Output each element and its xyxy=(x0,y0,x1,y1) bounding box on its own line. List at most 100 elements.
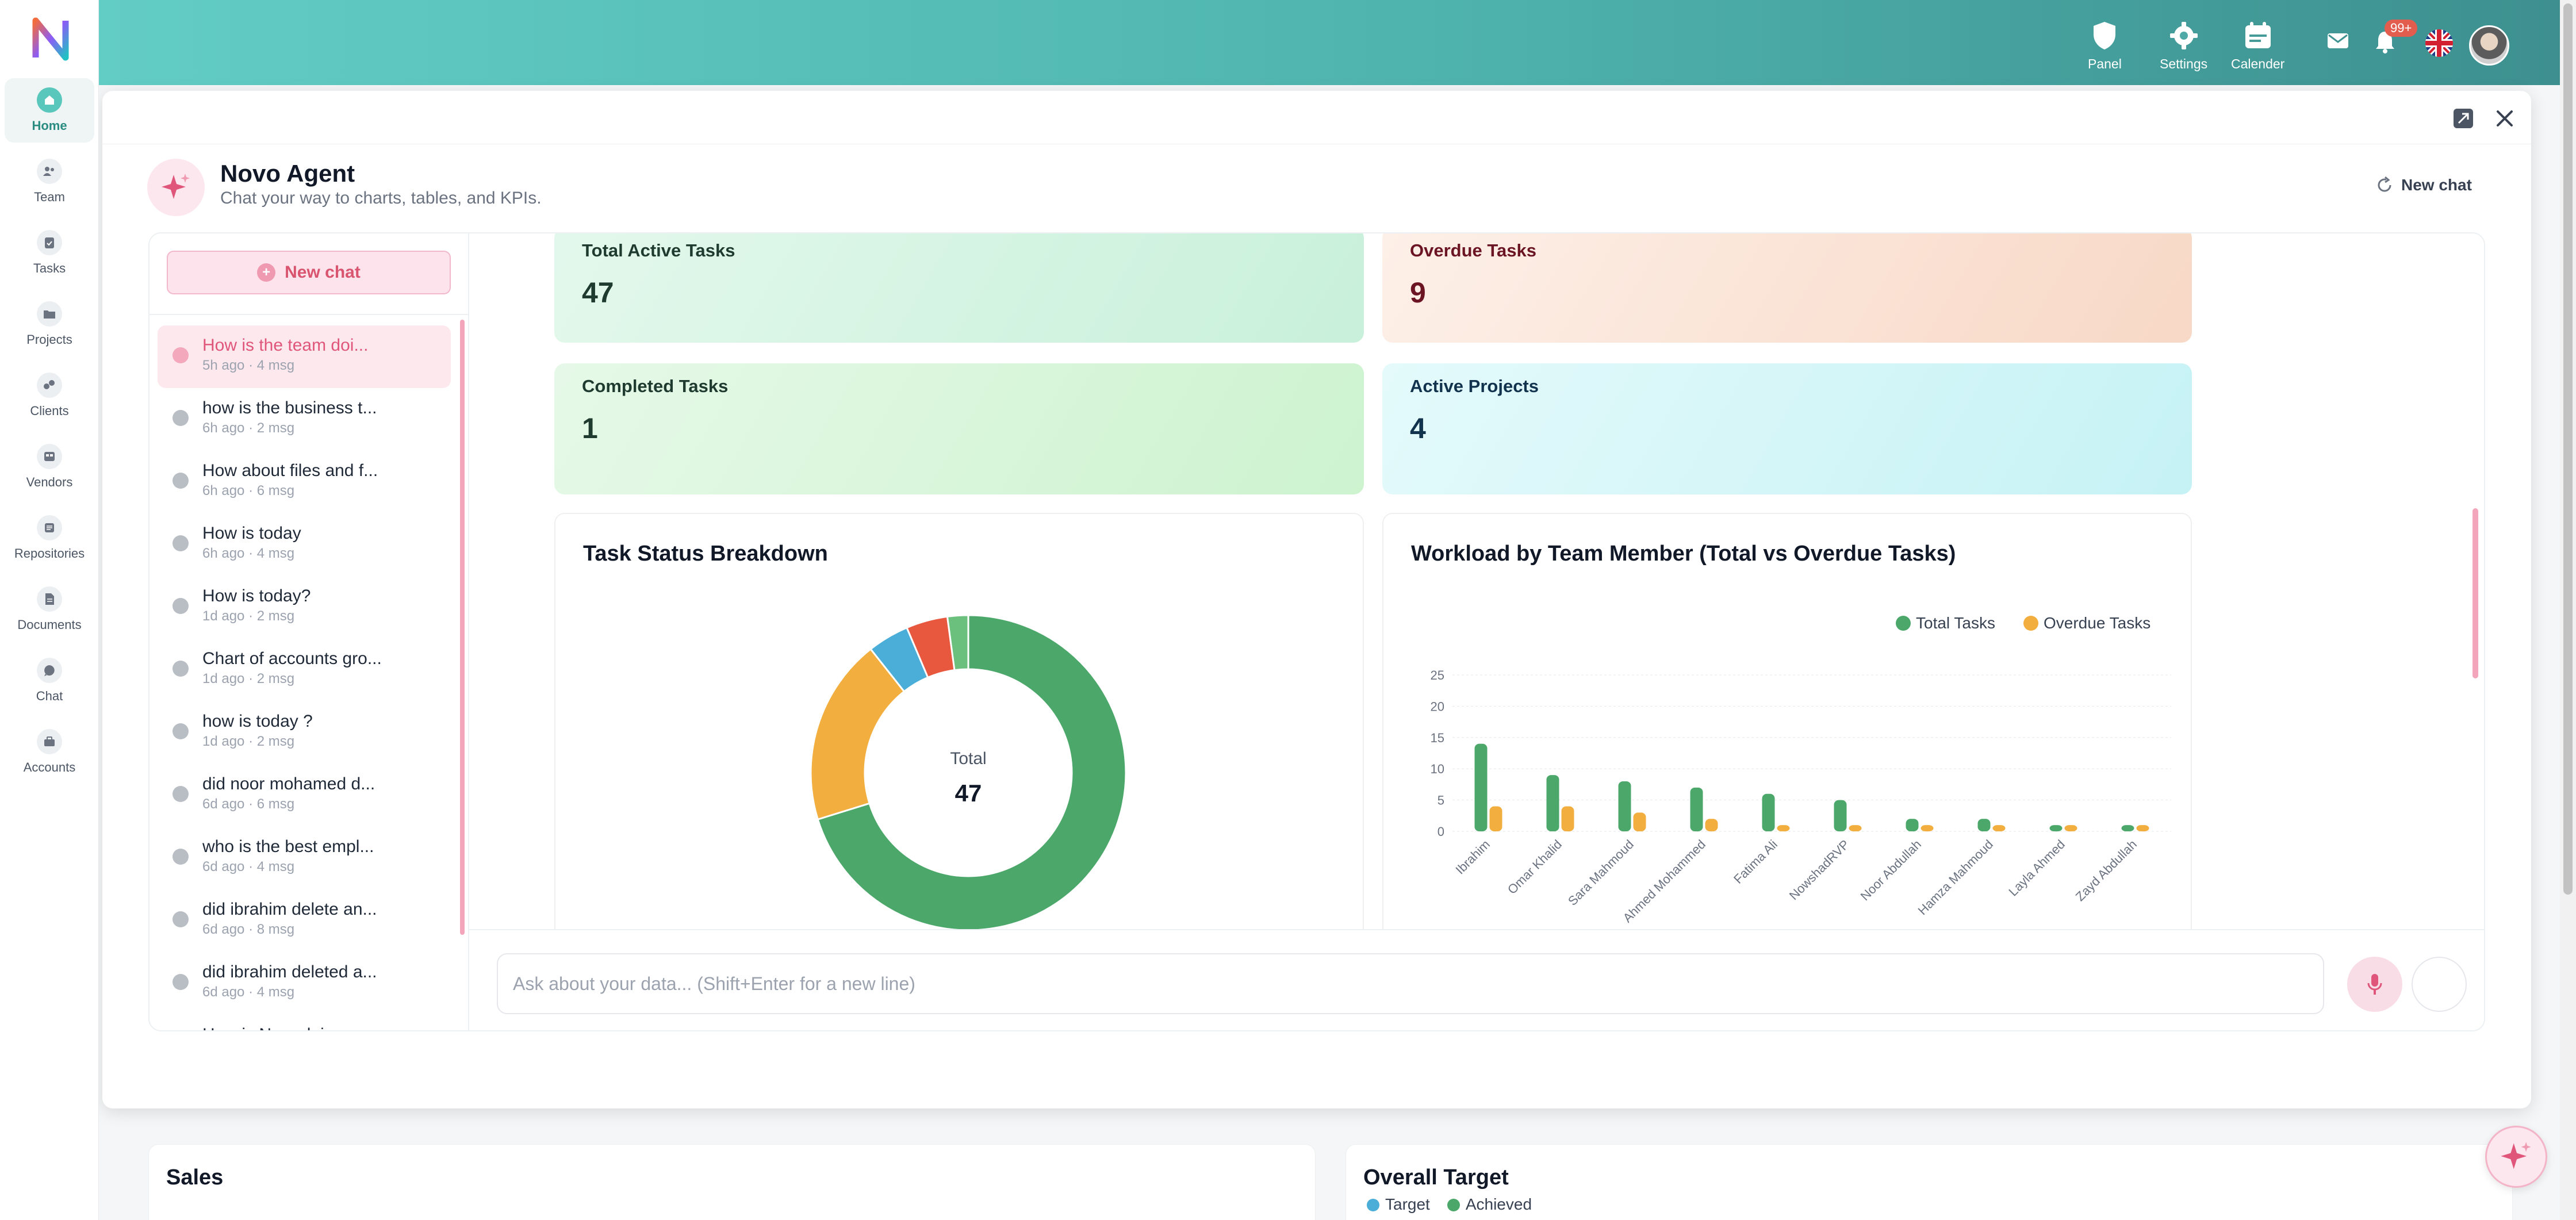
panel-button[interactable]: Panel xyxy=(2088,21,2122,72)
nav-chat[interactable]: Chat xyxy=(5,649,94,713)
legend-overdue-label: Overdue Tasks xyxy=(2044,614,2150,632)
conversation-item[interactable]: How about files and f... 6h ago · 6 msg xyxy=(158,451,451,513)
conversation-item[interactable]: How is today? 1d ago · 2 msg xyxy=(158,576,451,639)
x-tick-label: Noor Abdullah xyxy=(1858,837,1924,903)
conversation-item[interactable]: did ibrahim deleted a... 6d ago · 4 msg xyxy=(158,952,451,1015)
settings-label: Settings xyxy=(2160,56,2208,71)
conversation-title: How is today xyxy=(202,524,301,543)
conversation-item[interactable]: How is Noor doing o... xyxy=(158,1015,451,1030)
bar-overdue xyxy=(1777,825,1790,831)
nav-label: Team xyxy=(34,190,65,204)
bar-total xyxy=(1474,743,1488,831)
x-tick-label: Omar Khalid xyxy=(1505,837,1565,897)
conversation-meta: 6d ago · 4 msg xyxy=(202,984,295,1000)
close-icon[interactable] xyxy=(2494,108,2515,129)
nav-projects[interactable]: Projects xyxy=(5,292,94,356)
nav-label: Clients xyxy=(30,404,69,418)
chat-bubble-icon xyxy=(172,786,189,802)
expand-icon[interactable] xyxy=(2452,107,2475,130)
send-button[interactable] xyxy=(2412,957,2467,1012)
conversation-item[interactable]: who is the best empl... 6d ago · 4 msg xyxy=(158,827,451,889)
nav-label: Chat xyxy=(36,689,63,703)
bar-overdue xyxy=(1849,825,1862,831)
folder-icon xyxy=(37,301,62,327)
agent-avatar xyxy=(147,159,205,216)
ask-input[interactable] xyxy=(497,953,2324,1014)
nav-team[interactable]: Team xyxy=(5,149,94,214)
bar-overdue xyxy=(1489,806,1502,831)
target-legend: Target Achieved xyxy=(1367,1195,1532,1214)
tasks-icon xyxy=(37,230,62,255)
conversation-item[interactable]: Chart of accounts gro... 1d ago · 2 msg xyxy=(158,639,451,701)
calendar-button[interactable]: Calender xyxy=(2231,21,2284,72)
nav-vendors[interactable]: Vendors xyxy=(5,435,94,499)
nav-tasks[interactable]: Tasks xyxy=(5,221,94,285)
content-scroll-thumb[interactable] xyxy=(2472,508,2478,678)
conversation-title: How about files and f... xyxy=(202,461,378,480)
conversation-item[interactable]: how is today ? 1d ago · 2 msg xyxy=(158,701,451,764)
notification-badge: 99+ xyxy=(2385,20,2418,37)
conversation-item[interactable]: How is the team doi... 5h ago · 4 msg xyxy=(158,325,451,388)
nav-clients[interactable]: Clients xyxy=(5,363,94,428)
conversation-meta: 6d ago · 8 msg xyxy=(202,922,295,937)
floating-agent-button[interactable] xyxy=(2485,1126,2547,1188)
legend-achieved: Achieved xyxy=(1447,1195,1532,1214)
bar-total xyxy=(1906,819,1919,831)
calendar-label: Calender xyxy=(2231,56,2285,71)
conversation-item[interactable]: did noor mohamed d... 6d ago · 6 msg xyxy=(158,764,451,827)
kpi-value: 47 xyxy=(582,277,614,309)
task-status-title: Task Status Breakdown xyxy=(583,542,828,566)
workload-title: Workload by Team Member (Total vs Overdu… xyxy=(1411,542,1956,566)
document-icon xyxy=(37,586,62,612)
kpi-value: 4 xyxy=(1410,412,1426,444)
conversation-item[interactable]: how is the business t... 6h ago · 2 msg xyxy=(158,388,451,451)
kpi-label: Completed Tasks xyxy=(582,376,729,396)
kpi-card-completed: Completed Tasks 1 xyxy=(554,363,1364,494)
conversation-item[interactable]: How is today 6h ago · 4 msg xyxy=(158,513,451,576)
mail-icon[interactable] xyxy=(2327,32,2349,49)
uk-flag-icon[interactable] xyxy=(2425,29,2454,57)
calendar-icon xyxy=(2245,22,2271,48)
chat-bubble-icon xyxy=(172,974,189,990)
nav-documents[interactable]: Documents xyxy=(5,577,94,642)
new-chat-top-button[interactable]: New chat xyxy=(2376,176,2472,194)
user-avatar[interactable] xyxy=(2469,25,2509,66)
settings-button[interactable]: Settings xyxy=(2160,21,2207,72)
bar-total xyxy=(1834,800,1847,831)
sidebar-scroll-thumb[interactable] xyxy=(460,320,465,935)
new-chat-button[interactable]: + New chat xyxy=(167,251,451,294)
legend-achieved-label: Achieved xyxy=(1465,1195,1532,1213)
chat-bubble-icon xyxy=(172,849,189,865)
sales-card: Sales xyxy=(148,1144,1316,1220)
nav-home[interactable]: Home xyxy=(5,78,94,143)
x-tick-label: Zayd Abdullah xyxy=(2073,837,2140,904)
nav-label: Projects xyxy=(26,332,72,347)
kpi-card-active-projects: Active Projects 4 xyxy=(1382,363,2192,494)
kpi-label: Active Projects xyxy=(1410,376,1539,396)
nav-label: Home xyxy=(32,118,67,133)
window-scroll-thumb[interactable] xyxy=(2563,3,2573,895)
bar-overdue xyxy=(1992,825,2006,831)
conversation-meta: 6d ago · 6 msg xyxy=(202,796,295,812)
x-tick-label: Layla Ahmed xyxy=(2006,837,2068,899)
bar-overdue xyxy=(1561,806,1574,831)
donut-slice xyxy=(816,614,1127,929)
conversation-meta: 1d ago · 2 msg xyxy=(202,734,295,749)
bar-total xyxy=(2049,825,2063,831)
agent-subtitle: Chat your way to charts, tables, and KPI… xyxy=(220,189,542,208)
conversation-list: How is the team doi... 5h ago · 4 msg how… xyxy=(158,325,451,1030)
nav-accounts[interactable]: Accounts xyxy=(5,720,94,784)
y-tick-label: 20 xyxy=(1431,699,1444,713)
sparkle-icon xyxy=(162,174,190,199)
overall-target-title: Overall Target xyxy=(1363,1165,1509,1190)
x-tick-label: Fatima Ali xyxy=(1731,837,1780,887)
conversation-sidebar: + New chat How is the team doi... 5h ago … xyxy=(150,233,469,1030)
conversation-item[interactable]: did ibrahim delete an... 6d ago · 8 msg xyxy=(158,889,451,952)
workload-bar-chart: Total Tasks Overdue Tasks 0 5 10 15 20 25 Ibr… xyxy=(1431,614,2171,925)
sidebar-divider xyxy=(150,314,468,315)
conversation-meta: 6h ago · 6 msg xyxy=(202,483,295,498)
chat-content: Total Active Tasks 47 Overdue Tasks 9 Co… xyxy=(469,233,2484,929)
nav-repositories[interactable]: Repositories xyxy=(5,506,94,570)
mic-button[interactable] xyxy=(2347,957,2402,1012)
chat-bubble-icon xyxy=(172,911,189,927)
